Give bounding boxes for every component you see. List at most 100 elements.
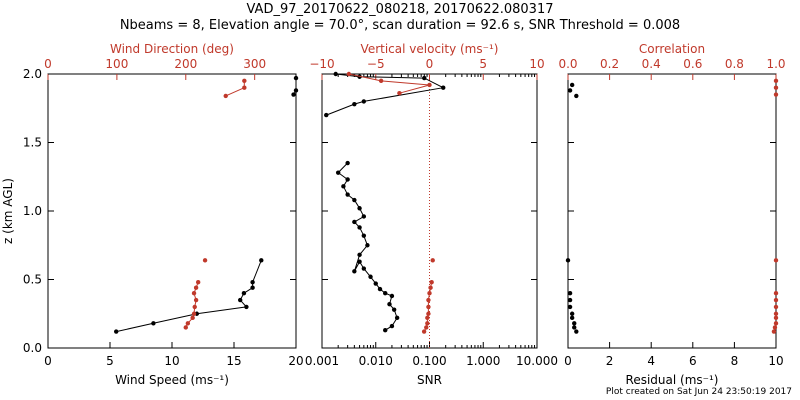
- middle-top-xtick-label: −10: [309, 57, 334, 71]
- middle-data-point: [324, 112, 329, 118]
- middle-data-point: [352, 101, 357, 107]
- middle-data-point: [378, 78, 384, 84]
- right-top-xtick-label: 0.4: [642, 57, 661, 71]
- right-xtick-label: 8: [731, 354, 739, 368]
- right-data-point: [773, 291, 779, 296]
- right-data-point: [772, 325, 778, 330]
- middle-data-point: [387, 301, 392, 307]
- middle-top-xtick-label: 5: [479, 57, 487, 71]
- left-top-xlabel: Wind Direction (deg): [110, 42, 234, 56]
- left-data-point: [151, 321, 156, 326]
- middle-data-point: [368, 274, 373, 279]
- chart-title: VAD_97_20170622_080218, 20170622.080317: [246, 2, 554, 17]
- right-data-point: [773, 92, 779, 97]
- right-data-point: [567, 88, 573, 93]
- left-data-point: [293, 75, 299, 81]
- right-data-point: [572, 325, 577, 330]
- middle-data-point: [361, 214, 367, 219]
- middle-data-point: [361, 233, 367, 238]
- left-data-point: [250, 285, 255, 290]
- middle-data-point: [441, 85, 446, 90]
- right-data-point: [567, 297, 573, 303]
- middle-data-point: [426, 311, 431, 316]
- left-top-xtick-label: 200: [174, 57, 197, 71]
- right-xlabel: Residual (ms⁻¹): [626, 373, 719, 387]
- middle-data-point: [357, 206, 362, 211]
- left-ylabel: z (km AGL): [1, 178, 15, 244]
- middle-data-point: [422, 75, 427, 81]
- right-data-point: [574, 93, 579, 99]
- right-top-xtick-label: 0.0: [558, 57, 577, 71]
- right-xtick-label: 2: [606, 354, 614, 368]
- middle-top-xtick-label: 0: [426, 57, 434, 71]
- right-top-xtick-label: 0.2: [600, 57, 619, 71]
- middle-data-point: [389, 293, 395, 299]
- left-data-point: [191, 291, 197, 296]
- left-ytick-label: 2.0: [23, 67, 42, 81]
- left-xtick-label: 20: [288, 354, 303, 368]
- left-frame: [47, 73, 297, 349]
- left-data-point: [191, 311, 197, 316]
- right-data-point: [773, 78, 779, 84]
- chart-subtitle: Nbeams = 8, Elevation angle = 70.0°, sca…: [119, 18, 681, 33]
- middle-data-point: [428, 285, 433, 290]
- right-data-point: [572, 321, 577, 326]
- middle-data-point: [427, 82, 432, 88]
- middle-data-point: [373, 281, 378, 286]
- middle-data-point: [345, 160, 350, 166]
- left-top-xtick-label: 100: [105, 57, 128, 71]
- left-data-point: [244, 304, 249, 310]
- left-data-point: [114, 329, 119, 334]
- left-data-point: [202, 258, 208, 263]
- middle-data-point: [430, 258, 435, 263]
- left-xtick-label: 15: [226, 354, 241, 368]
- left-data-point: [293, 88, 299, 93]
- middle-data-point: [357, 259, 362, 264]
- middle-data-point: [357, 225, 362, 230]
- right-top-xtick-label: 0.8: [725, 57, 744, 71]
- middle-data-point: [425, 321, 430, 326]
- left-data-point: [185, 321, 191, 326]
- middle-top-xtick-label: −5: [367, 57, 385, 71]
- right-data-point: [567, 291, 573, 296]
- left-series-line: [116, 260, 262, 333]
- left-xtick-label: 5: [106, 354, 114, 368]
- right-top-xtick-label: 0.6: [683, 57, 702, 71]
- middle-top-xlabel: Vertical velocity (ms⁻¹): [361, 42, 499, 56]
- left-data-point: [183, 325, 188, 330]
- middle-data-point: [335, 170, 341, 175]
- left-ytick-label: 0.5: [23, 273, 42, 287]
- middle-data-point: [425, 315, 430, 321]
- middle-series-line: [326, 73, 445, 116]
- left-xtick-label: 10: [164, 354, 179, 368]
- middle-xtick-label: 0.100: [412, 354, 446, 368]
- middle-data-point: [352, 197, 357, 203]
- middle-data-point: [383, 327, 388, 333]
- middle-data-point: [424, 325, 429, 330]
- right-frame: [567, 73, 777, 349]
- middle-data-point: [341, 184, 346, 189]
- left-series-line: [225, 80, 245, 97]
- right-data-point: [574, 329, 579, 334]
- middle-data-point: [429, 280, 434, 285]
- middle-top-xtick-label: 10: [529, 57, 544, 71]
- right-data-point: [773, 297, 779, 303]
- left-data-point: [193, 297, 199, 303]
- right-data-point: [773, 258, 779, 263]
- middle-data-point: [357, 252, 362, 258]
- middle-data-point: [427, 291, 432, 296]
- middle-data-point: [345, 192, 350, 197]
- left-data-point: [242, 85, 247, 90]
- left-ytick-label: 1.5: [23, 136, 42, 150]
- left-data-point: [250, 280, 255, 285]
- left-data-point: [195, 280, 201, 285]
- middle-xtick-label: 10.000: [516, 354, 558, 368]
- right-top-xtick-label: 1.0: [766, 57, 785, 71]
- middle-xtick-label: 1.000: [466, 354, 500, 368]
- middle-series-line: [348, 73, 430, 94]
- middle-data-point: [352, 219, 357, 225]
- right-data-point: [773, 304, 779, 310]
- right-data-point: [773, 315, 779, 321]
- right-data-point: [569, 315, 575, 321]
